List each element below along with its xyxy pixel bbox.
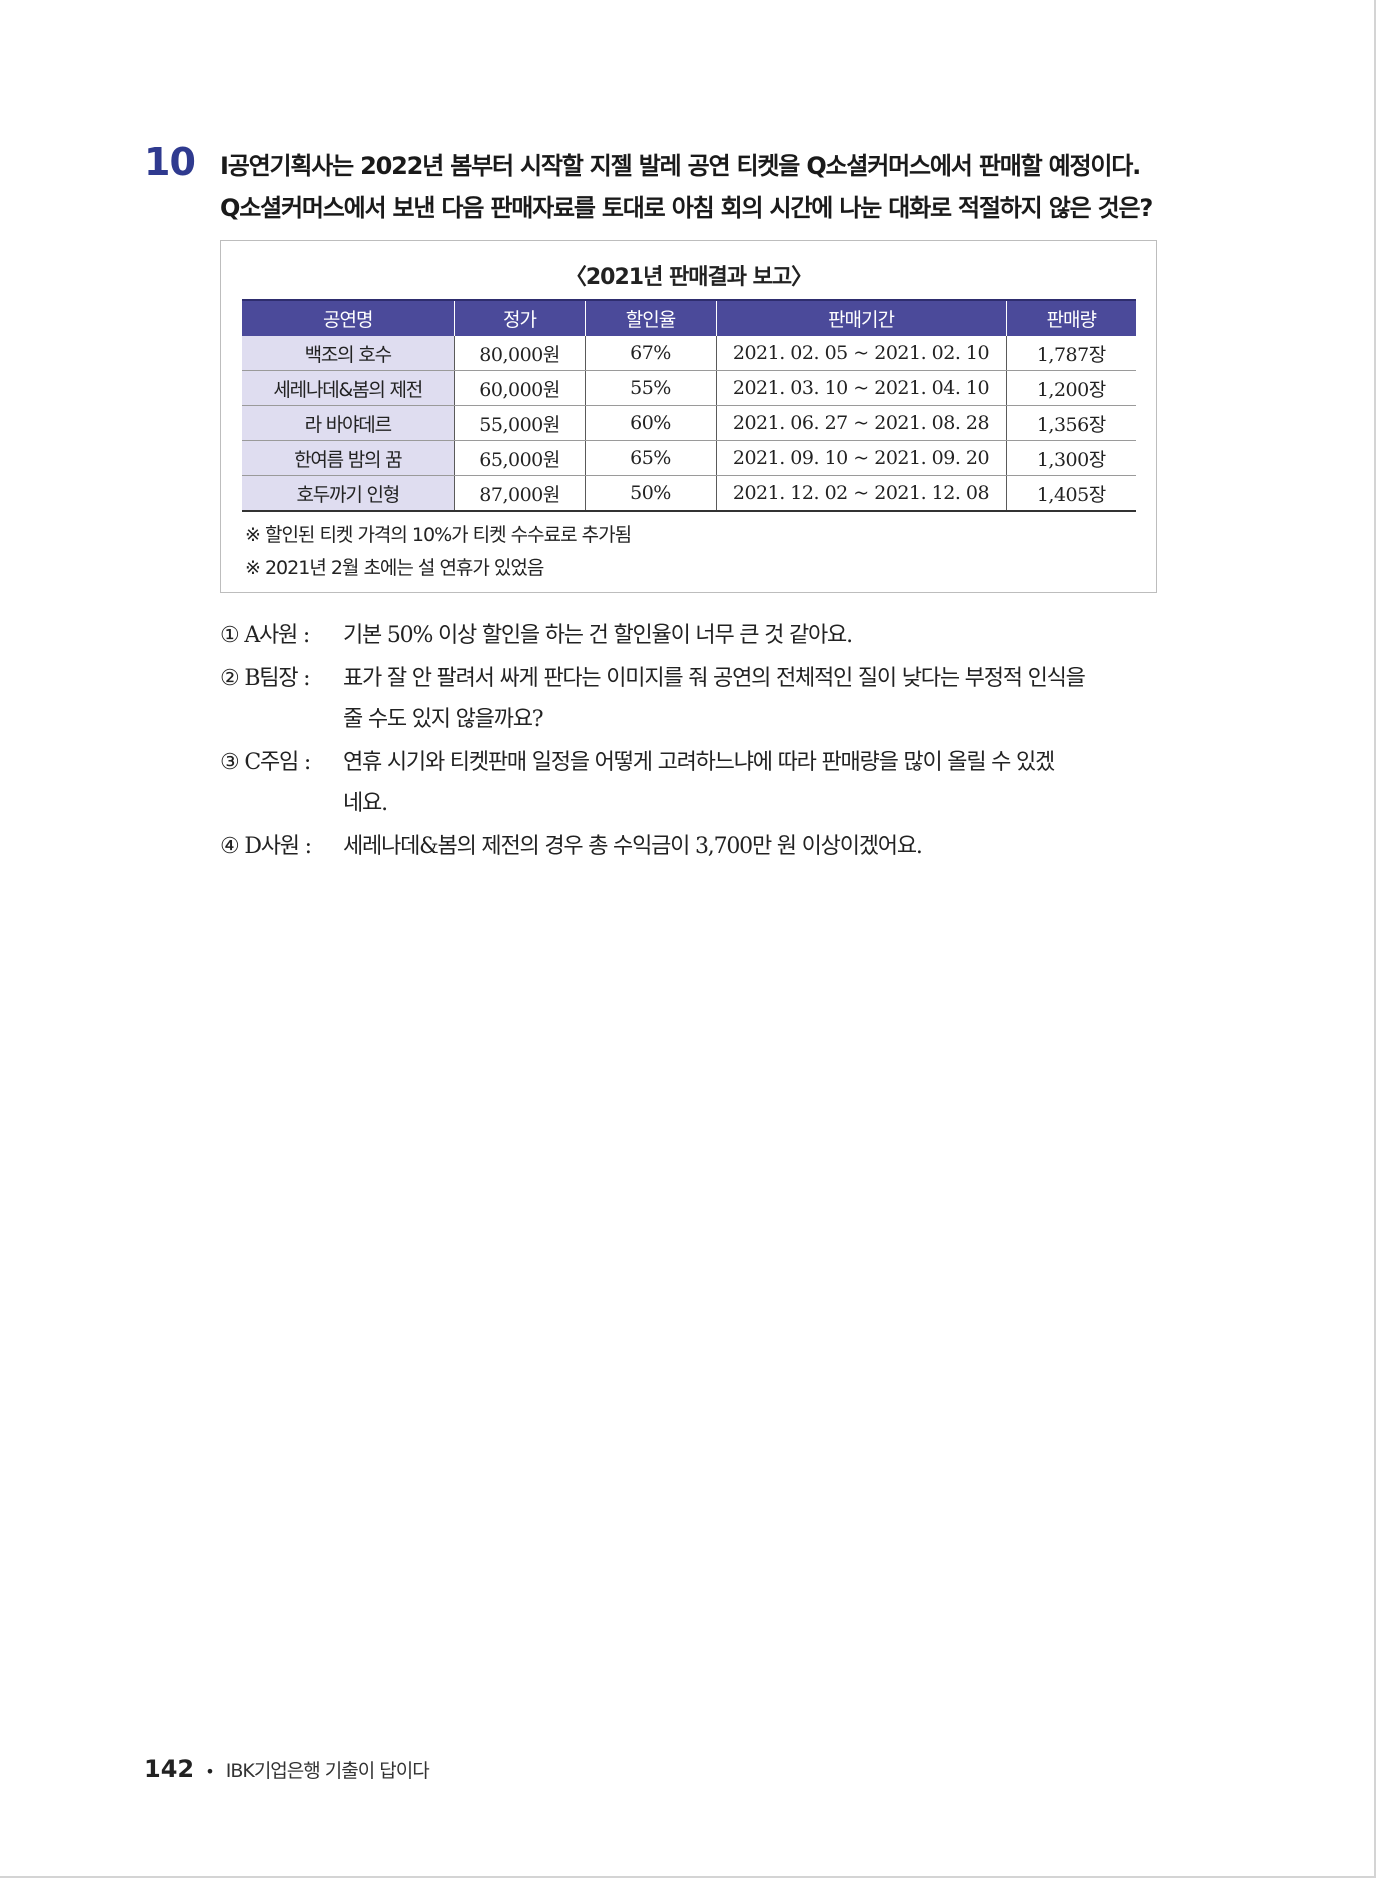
option-label: ③ C주임 : [220, 750, 311, 775]
cell-quantity: 1,300장 [1005, 440, 1136, 476]
note-item: ※ 2021년 2월 초에는 설 연휴가 있었음 [245, 557, 544, 579]
cell-price: 87,000원 [453, 475, 585, 512]
question-line-1: I공연기획사는 2022년 봄부터 시작할 지젤 발레 공연 티켓을 Q소셜커머… [220, 152, 1141, 180]
cell-discount: 50% [584, 475, 716, 512]
table-row: 호두까기 인형 87,000원 50% 2021. 12. 02 ~ 2021.… [242, 475, 1136, 512]
option-text: 세레나데&봄의 제전의 경우 총 수익금이 3,700만 원 이상이겠어요. [343, 834, 923, 859]
cell-period: 2021. 12. 02 ~ 2021. 12. 08 [715, 475, 1006, 512]
cell-title: 세레나데&봄의 제전 [242, 370, 454, 406]
option-label: ② B팀장 : [220, 666, 311, 691]
cell-price: 60,000원 [453, 370, 585, 406]
option-text: 기본 50% 이상 할인을 하는 건 할인율이 너무 큰 것 같아요. [343, 623, 853, 648]
cell-discount: 60% [584, 405, 716, 441]
cell-discount: 67% [584, 336, 716, 371]
table-row: 한여름 밤의 꿈 65,000원 65% 2021. 09. 10 ~ 2021… [242, 440, 1136, 476]
book-title: IBK기업은행 기출이 답이다 [225, 1760, 430, 1782]
cell-quantity: 1,356장 [1005, 405, 1136, 441]
option-1[interactable]: ① A사원 : 기본 50% 이상 할인을 하는 건 할인율이 너무 큰 것 같… [220, 615, 1165, 656]
question-line-2: Q소셜커머스에서 보낸 다음 판매자료를 토대로 아침 회의 시간에 나눈 대화… [220, 194, 1153, 222]
cell-quantity: 1,405장 [1005, 475, 1136, 512]
table-row: 라 바야데르 55,000원 60% 2021. 06. 27 ~ 2021. … [242, 405, 1136, 441]
cell-period: 2021. 03. 10 ~ 2021. 04. 10 [715, 370, 1006, 406]
sales-report-box: 〈2021년 판매결과 보고〉 공연명 정가 할인율 판매기간 판매량 백조의 … [220, 240, 1157, 593]
note-item: ※ 할인된 티켓 가격의 10%가 티켓 수수료로 추가됨 [245, 524, 632, 546]
option-2[interactable]: ② B팀장 : 표가 잘 안 팔려서 싸게 판다는 이미지를 줘 공연의 전체적… [220, 658, 1165, 740]
answer-options: ① A사원 : 기본 50% 이상 할인을 하는 건 할인율이 너무 큰 것 같… [220, 615, 1165, 869]
option-label: ① A사원 : [220, 623, 310, 648]
header-period: 판매기간 [715, 299, 1006, 336]
cell-period: 2021. 06. 27 ~ 2021. 08. 28 [715, 405, 1006, 441]
option-text: 연휴 시기와 티켓판매 일정을 어떻게 고려하느냐에 따라 판매량을 많이 올릴… [343, 750, 1055, 775]
report-notes: ※ 할인된 티켓 가격의 10%가 티켓 수수료로 추가됨 ※ 2021년 2월… [245, 519, 632, 585]
cell-period: 2021. 09. 10 ~ 2021. 09. 20 [715, 440, 1006, 476]
cell-title: 한여름 밤의 꿈 [242, 440, 454, 476]
page-number: 142 [144, 1755, 195, 1783]
sales-table: 공연명 정가 할인율 판매기간 판매량 백조의 호수 80,000원 67% 2… [242, 299, 1136, 512]
header-quantity: 판매량 [1005, 299, 1136, 336]
table-row: 세레나데&봄의 제전 60,000원 55% 2021. 03. 10 ~ 20… [242, 370, 1136, 406]
question-number: 10 [144, 140, 196, 184]
cell-price: 55,000원 [453, 405, 585, 441]
question-text: I공연기획사는 2022년 봄부터 시작할 지젤 발레 공연 티켓을 Q소셜커머… [220, 145, 1160, 229]
option-4[interactable]: ④ D사원 : 세레나데&봄의 제전의 경우 총 수익금이 3,700만 원 이… [220, 826, 1165, 867]
table-row: 백조의 호수 80,000원 67% 2021. 02. 05 ~ 2021. … [242, 336, 1136, 371]
cell-period: 2021. 02. 05 ~ 2021. 02. 10 [715, 336, 1006, 371]
bullet-icon: • [205, 1762, 215, 1781]
page-footer: 142 • IBK기업은행 기출이 답이다 [144, 1755, 430, 1783]
table-header-row: 공연명 정가 할인율 판매기간 판매량 [242, 299, 1136, 336]
header-title: 공연명 [242, 299, 454, 336]
cell-price: 80,000원 [453, 336, 585, 371]
cell-title: 호두까기 인형 [242, 475, 454, 512]
option-text: 표가 잘 안 팔려서 싸게 판다는 이미지를 줘 공연의 전체적인 질이 낮다는… [343, 666, 1086, 691]
cell-quantity: 1,787장 [1005, 336, 1136, 371]
option-label: ④ D사원 : [220, 834, 312, 859]
cell-title: 라 바야데르 [242, 405, 454, 441]
cell-quantity: 1,200장 [1005, 370, 1136, 406]
option-text: 네요. [343, 791, 388, 816]
cell-price: 65,000원 [453, 440, 585, 476]
header-discount: 할인율 [584, 299, 716, 336]
cell-discount: 55% [584, 370, 716, 406]
report-title: 〈2021년 판매결과 보고〉 [564, 265, 813, 290]
option-3[interactable]: ③ C주임 : 연휴 시기와 티켓판매 일정을 어떻게 고려하느냐에 따라 판매… [220, 742, 1165, 824]
option-text: 줄 수도 있지 않을까요? [343, 707, 544, 732]
cell-discount: 65% [584, 440, 716, 476]
header-price: 정가 [453, 299, 585, 336]
cell-title: 백조의 호수 [242, 336, 454, 371]
